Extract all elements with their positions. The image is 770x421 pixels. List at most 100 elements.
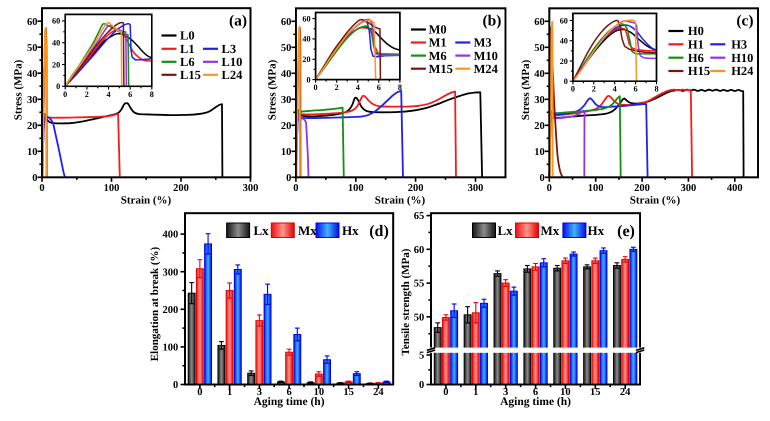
svg-text:Elongation at break (%): Elongation at break (%) — [149, 246, 161, 361]
svg-text:40: 40 — [560, 37, 568, 46]
svg-text:0: 0 — [307, 75, 311, 84]
svg-text:20: 20 — [302, 55, 310, 64]
svg-text:24: 24 — [620, 387, 631, 398]
svg-text:M10: M10 — [474, 49, 498, 63]
svg-text:0: 0 — [540, 173, 545, 184]
svg-text:8: 8 — [150, 90, 154, 99]
svg-text:10: 10 — [314, 387, 325, 398]
svg-text:65: 65 — [414, 211, 425, 222]
svg-text:400: 400 — [162, 230, 178, 241]
svg-text:Hx: Hx — [342, 223, 359, 238]
svg-text:100: 100 — [104, 183, 120, 194]
svg-text:30: 30 — [27, 95, 38, 106]
svg-text:200: 200 — [634, 183, 650, 194]
svg-text:2: 2 — [335, 83, 339, 92]
svg-text:6: 6 — [634, 85, 638, 94]
svg-text:0: 0 — [571, 85, 575, 94]
svg-text:4: 4 — [613, 85, 617, 94]
svg-text:60: 60 — [52, 17, 60, 26]
svg-text:100: 100 — [162, 343, 178, 354]
svg-text:6: 6 — [377, 83, 381, 92]
svg-text:Aging time (h): Aging time (h) — [500, 396, 571, 408]
svg-text:24: 24 — [373, 387, 384, 398]
svg-text:L3: L3 — [222, 42, 237, 56]
svg-text:40: 40 — [302, 35, 310, 44]
svg-text:20: 20 — [281, 121, 292, 132]
svg-text:5: 5 — [419, 351, 424, 362]
svg-text:H15: H15 — [688, 64, 710, 78]
svg-text:300: 300 — [468, 183, 484, 194]
svg-text:H3: H3 — [731, 38, 747, 52]
svg-text:6: 6 — [533, 387, 538, 398]
svg-text:200: 200 — [408, 183, 424, 194]
svg-text:H6: H6 — [688, 51, 704, 65]
svg-text:0: 0 — [443, 387, 448, 398]
svg-text:Hx: Hx — [588, 223, 605, 238]
svg-text:0: 0 — [314, 83, 318, 92]
svg-text:6: 6 — [128, 90, 132, 99]
svg-text:4: 4 — [106, 90, 110, 99]
svg-text:400: 400 — [727, 183, 743, 194]
svg-text:Tensile strength (MPa): Tensile strength (MPa) — [400, 248, 412, 355]
svg-text:0: 0 — [564, 77, 568, 86]
svg-text:Strain (%): Strain (%) — [630, 195, 681, 207]
svg-text:55: 55 — [414, 279, 425, 290]
svg-text:(e): (e) — [617, 223, 635, 240]
svg-text:300: 300 — [243, 183, 259, 194]
svg-text:0: 0 — [39, 183, 44, 194]
svg-text:60: 60 — [302, 14, 310, 23]
svg-text:6: 6 — [286, 387, 291, 398]
svg-text:0: 0 — [547, 183, 552, 194]
svg-text:20: 20 — [534, 121, 545, 132]
svg-text:0: 0 — [293, 183, 298, 194]
svg-text:60: 60 — [414, 245, 425, 256]
svg-text:0: 0 — [56, 82, 60, 91]
svg-text:200: 200 — [162, 305, 178, 316]
svg-text:50: 50 — [27, 43, 38, 54]
svg-text:10: 10 — [534, 147, 545, 158]
svg-text:15: 15 — [343, 387, 354, 398]
svg-text:M6: M6 — [429, 49, 447, 63]
svg-text:Strain (%): Strain (%) — [121, 195, 172, 207]
svg-text:20: 20 — [27, 121, 38, 132]
svg-text:L10: L10 — [222, 55, 243, 69]
svg-text:H1: H1 — [688, 38, 704, 52]
svg-text:L1: L1 — [180, 42, 195, 56]
svg-text:L24: L24 — [222, 68, 244, 82]
svg-text:L15: L15 — [180, 68, 201, 82]
svg-text:H24: H24 — [731, 64, 754, 78]
svg-text:20: 20 — [52, 60, 60, 69]
svg-text:10: 10 — [560, 387, 571, 398]
svg-text:M15: M15 — [429, 62, 453, 76]
svg-text:2: 2 — [85, 90, 89, 99]
svg-text:0: 0 — [63, 90, 67, 99]
svg-text:4: 4 — [356, 83, 360, 92]
svg-text:3: 3 — [503, 387, 508, 398]
svg-text:1: 1 — [473, 387, 478, 398]
svg-text:M0: M0 — [429, 23, 447, 37]
svg-text:Lx: Lx — [498, 223, 514, 238]
svg-text:60: 60 — [27, 17, 38, 28]
svg-text:0: 0 — [197, 387, 202, 398]
svg-text:1: 1 — [227, 387, 232, 398]
svg-text:8: 8 — [654, 85, 658, 94]
svg-text:300: 300 — [162, 267, 178, 278]
svg-text:60: 60 — [534, 17, 545, 28]
svg-text:10: 10 — [281, 147, 292, 158]
svg-text:3: 3 — [257, 387, 262, 398]
svg-text:20: 20 — [560, 57, 568, 66]
svg-text:Mx: Mx — [541, 223, 560, 238]
svg-text:0: 0 — [419, 380, 424, 391]
svg-text:M3: M3 — [474, 36, 492, 50]
svg-text:0: 0 — [32, 173, 37, 184]
svg-text:Stress (MPa): Stress (MPa) — [520, 59, 532, 120]
svg-text:Mx: Mx — [298, 223, 317, 238]
svg-text:M1: M1 — [429, 36, 447, 50]
svg-text:100: 100 — [588, 183, 604, 194]
svg-text:H10: H10 — [731, 51, 753, 65]
svg-text:50: 50 — [534, 43, 545, 54]
svg-text:30: 30 — [534, 95, 545, 106]
svg-text:40: 40 — [27, 69, 38, 80]
svg-text:10: 10 — [27, 147, 38, 158]
svg-text:60: 60 — [560, 16, 568, 25]
